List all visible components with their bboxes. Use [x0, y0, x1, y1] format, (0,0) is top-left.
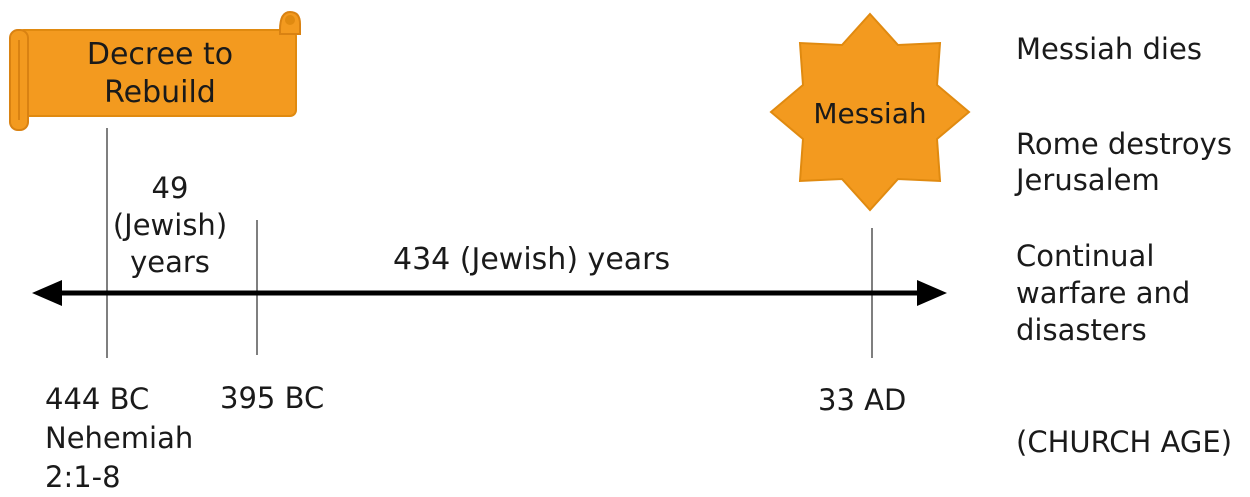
- span-434-label: 434 (Jewish) years: [393, 242, 671, 277]
- note-church-age: (CHURCH AGE): [1016, 425, 1233, 459]
- messiah-star: [769, 12, 971, 212]
- note-rome-destroys: Rome destroys Jerusalem: [1016, 127, 1232, 197]
- note-messiah-dies: Messiah dies: [1016, 32, 1202, 66]
- star-text: Messiah: [813, 97, 927, 130]
- note-warfare: Continual warfare and disasters: [1016, 239, 1191, 347]
- banner-text: Decree to Rebuild: [86, 37, 234, 110]
- marker-label-33ad: 33 AD: [818, 383, 907, 417]
- decree-banner: [9, 10, 301, 131]
- marker-label-395bc: 395 BC: [220, 381, 325, 415]
- marker-label-444bc: 444 BC Nehemiah 2:1-8: [45, 382, 194, 494]
- timeline-arrow: [32, 280, 947, 306]
- span-49-label: 49 (Jewish) years: [112, 171, 228, 279]
